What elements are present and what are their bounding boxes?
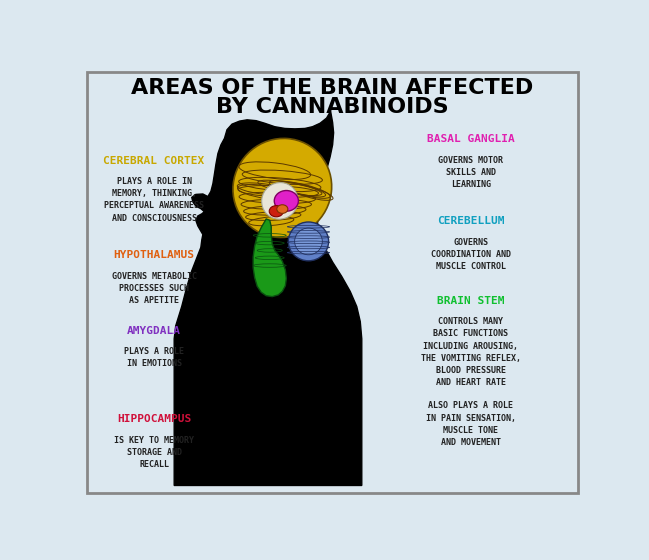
Text: ALSO PLAYS A ROLE
IN PAIN SENSATION,
MUSCLE TONE
AND MOVEMENT: ALSO PLAYS A ROLE IN PAIN SENSATION, MUS… (426, 402, 516, 447)
Ellipse shape (295, 228, 323, 255)
Text: GOVERNS METABOLIC
PROCESSES SUCH
AS APETITE: GOVERNS METABOLIC PROCESSES SUCH AS APET… (112, 272, 197, 305)
Polygon shape (253, 219, 286, 297)
Text: HYPOTHALAMUS: HYPOTHALAMUS (114, 250, 195, 260)
Ellipse shape (262, 183, 298, 219)
Polygon shape (174, 111, 361, 486)
Text: CEREBELLUM: CEREBELLUM (437, 216, 505, 226)
Text: CONTROLS MANY
BASIC FUNCTIONS
INCLUDING AROUSING,
THE VOMITING REFLEX,
BLOOD PRE: CONTROLS MANY BASIC FUNCTIONS INCLUDING … (421, 318, 521, 387)
Text: BY CANNABINOIDS: BY CANNABINOIDS (216, 97, 449, 117)
Text: HIPPOCAMPUS: HIPPOCAMPUS (117, 414, 191, 424)
Text: GOVERNS MOTOR
SKILLS AND
LEARNING: GOVERNS MOTOR SKILLS AND LEARNING (439, 156, 504, 189)
Ellipse shape (275, 190, 299, 211)
Ellipse shape (233, 138, 332, 237)
Text: PLAYS A ROLE
IN EMOTIONS: PLAYS A ROLE IN EMOTIONS (124, 347, 184, 368)
Text: BRAIN STEM: BRAIN STEM (437, 296, 505, 306)
Ellipse shape (276, 205, 288, 213)
Text: BASAL GANGLIA: BASAL GANGLIA (427, 134, 515, 144)
Text: GOVERNS
COORDINATION AND
MUSCLE CONTROL: GOVERNS COORDINATION AND MUSCLE CONTROL (431, 237, 511, 271)
Text: AREAS OF THE BRAIN AFFECTED: AREAS OF THE BRAIN AFFECTED (132, 78, 533, 98)
Text: AMYGDALA: AMYGDALA (127, 326, 181, 336)
Text: PLAYS A ROLE IN
MEMORY, THINKING,
PERCEPTUAL AWARENESS
AND CONSCIOUSNESS: PLAYS A ROLE IN MEMORY, THINKING, PERCEP… (104, 177, 204, 223)
Ellipse shape (288, 222, 328, 261)
Ellipse shape (269, 206, 284, 217)
Text: CEREBRAL CORTEX: CEREBRAL CORTEX (103, 156, 204, 166)
Text: IS KEY TO MEMORY
STORAGE AND
RECALL: IS KEY TO MEMORY STORAGE AND RECALL (114, 436, 194, 469)
